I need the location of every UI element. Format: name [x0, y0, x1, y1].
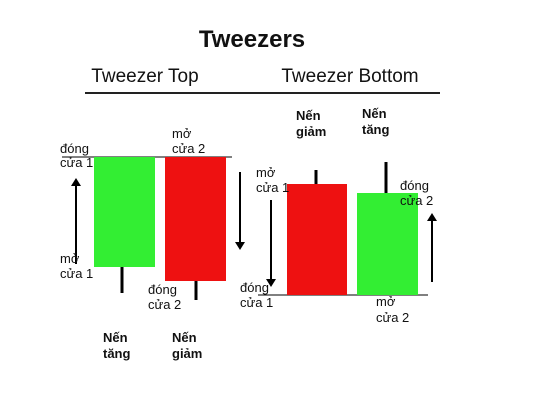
title: Tweezers — [199, 26, 305, 53]
bear-candle — [165, 157, 226, 281]
panel-heading: Tweezer Bottom — [281, 66, 418, 87]
label: cửa 2 — [148, 297, 181, 312]
label: đóng — [148, 282, 177, 297]
label: Nến — [172, 330, 197, 345]
label: cửa 1 — [256, 180, 289, 195]
label: Nến — [362, 106, 387, 121]
bull-candle — [94, 157, 155, 267]
label: mở — [60, 251, 80, 266]
label: cửa 2 — [400, 193, 433, 208]
label: Nến — [103, 330, 128, 345]
bull-candle — [357, 193, 418, 295]
panel-heading: Tweezer Top — [91, 66, 198, 87]
label: tăng — [103, 346, 131, 361]
label: mở — [256, 165, 276, 180]
label: giảm — [296, 124, 326, 139]
label: đóng — [240, 280, 269, 295]
label: cửa 1 — [60, 155, 93, 170]
label: mở — [376, 294, 396, 309]
label: cửa 1 — [240, 295, 273, 310]
label: đóng — [400, 178, 429, 193]
label: tăng — [362, 122, 390, 137]
label: cửa 2 — [172, 141, 205, 156]
label: đóng — [60, 141, 89, 156]
label: giảm — [172, 346, 202, 361]
label: mở — [172, 126, 192, 141]
label: cửa 2 — [376, 310, 409, 325]
bear-candle — [287, 184, 347, 295]
label: cửa 1 — [60, 266, 93, 281]
label: Nến — [296, 108, 321, 123]
